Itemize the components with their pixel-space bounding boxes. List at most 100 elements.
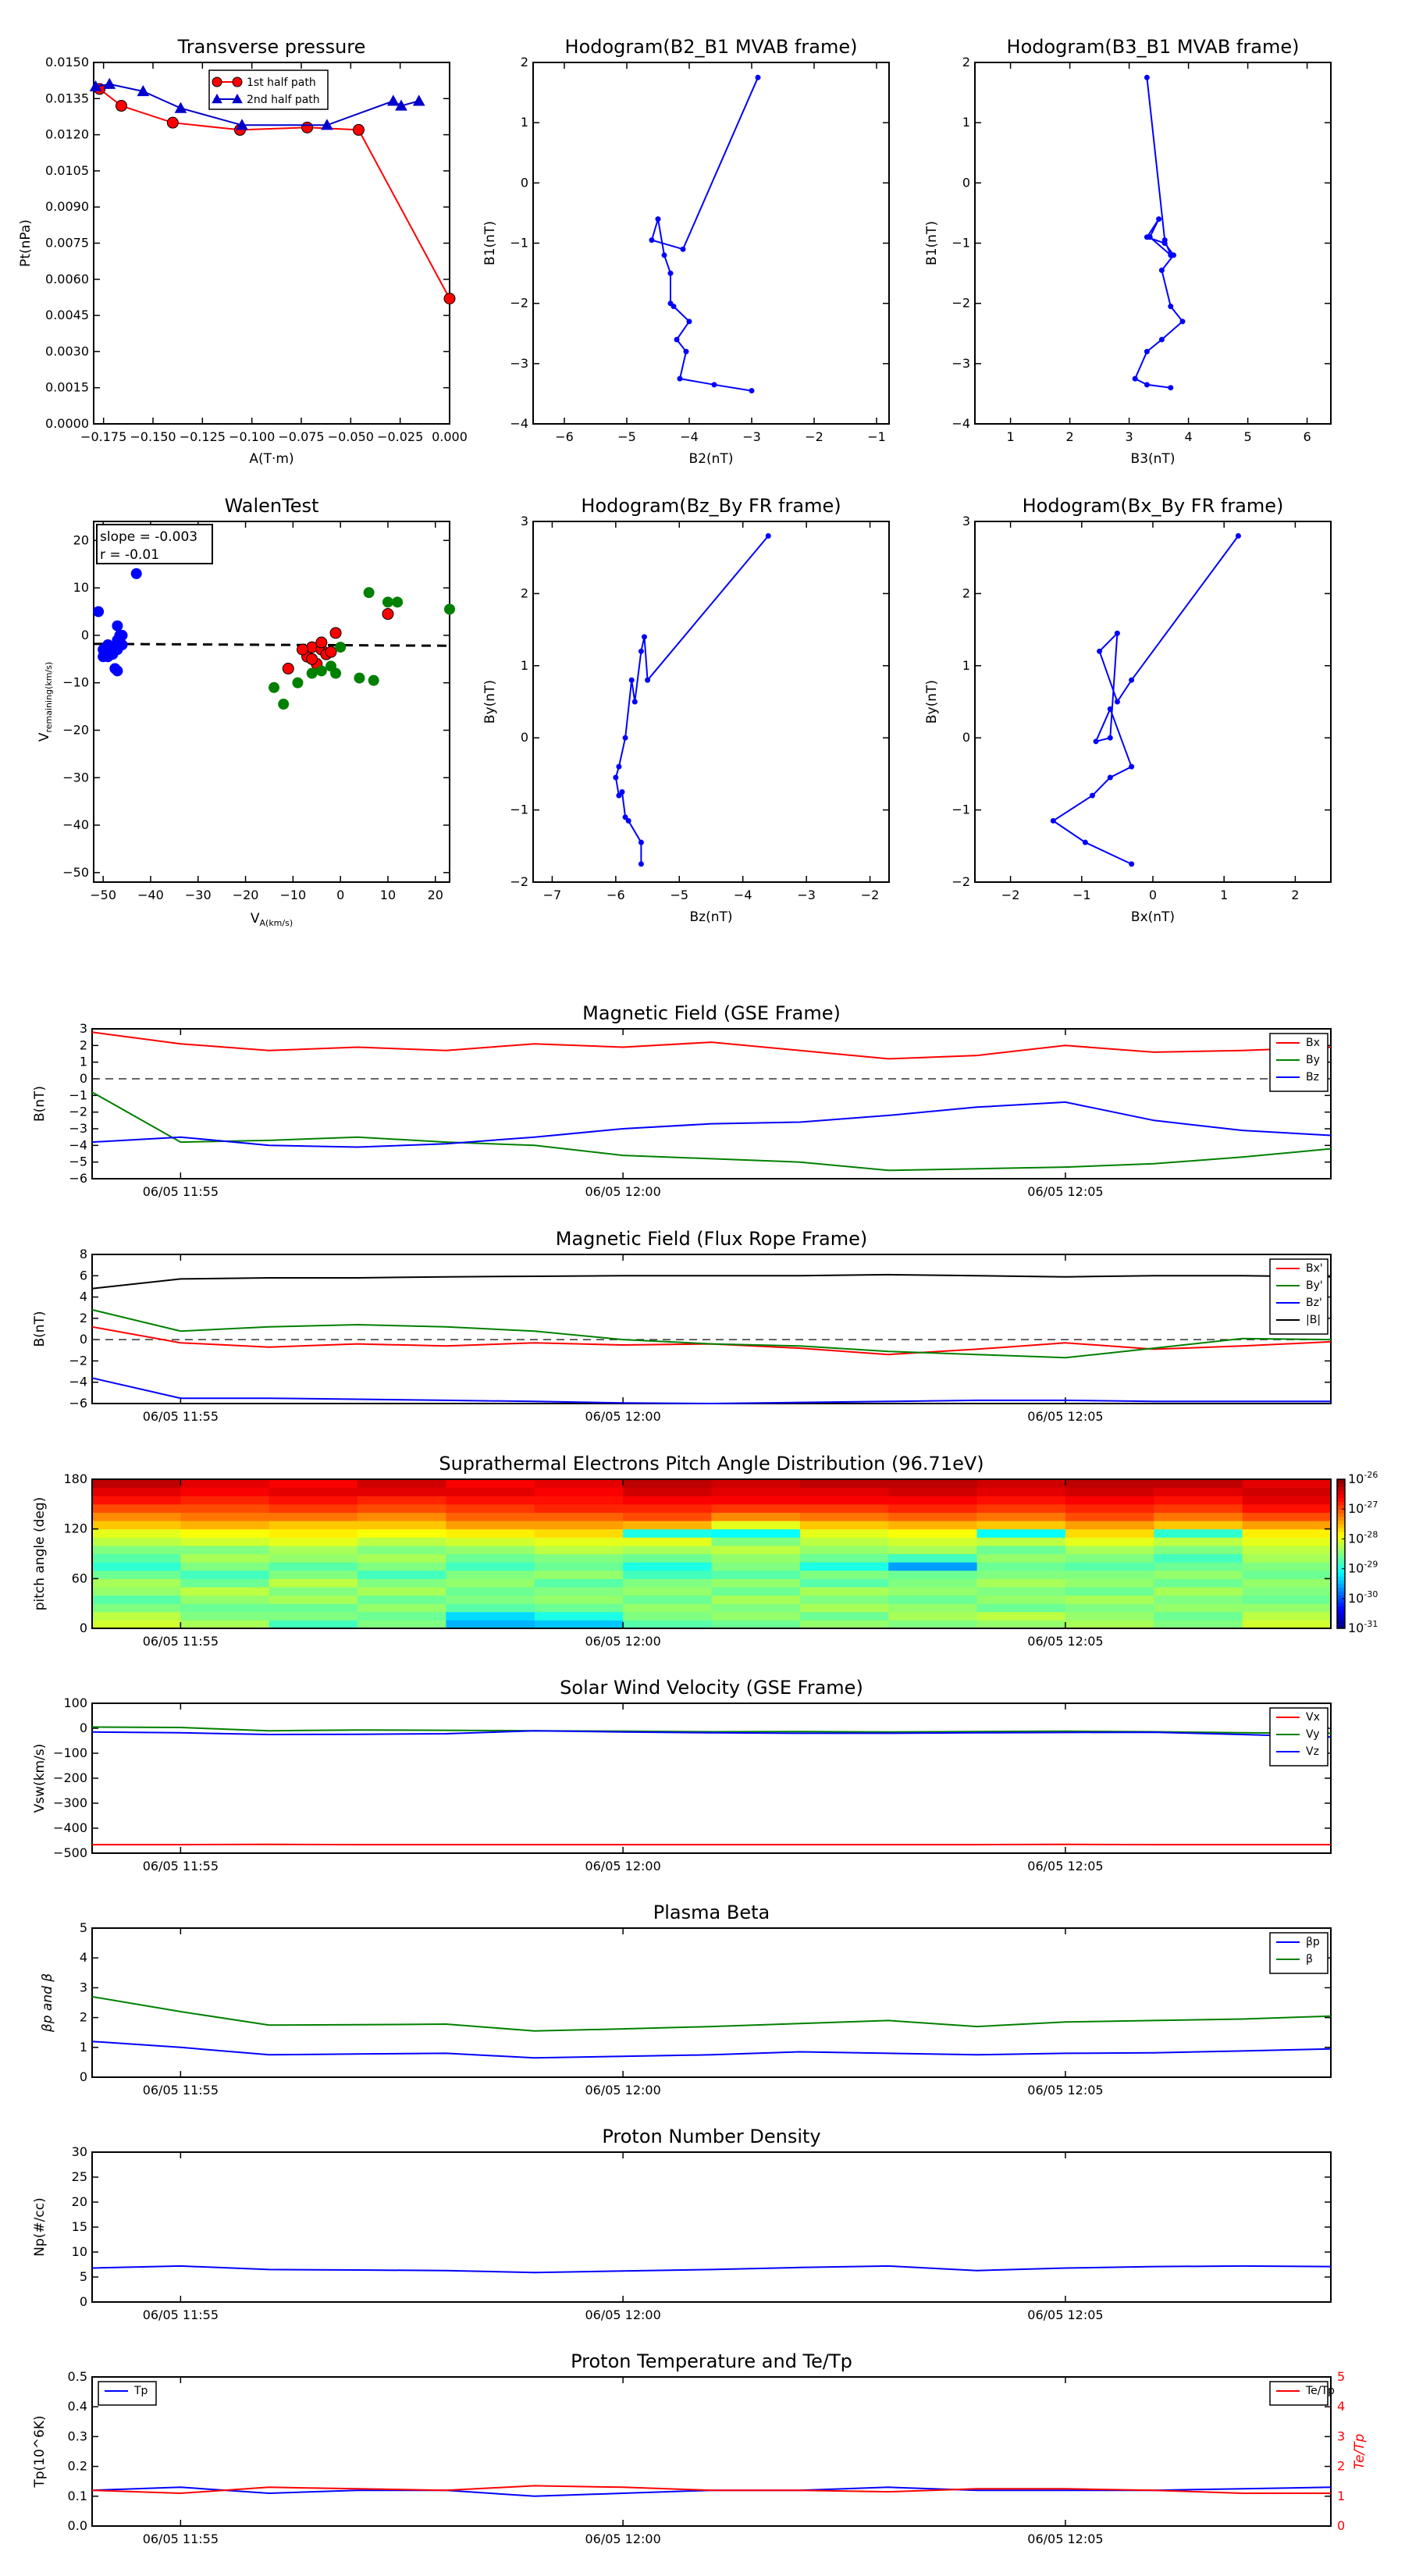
y-tick-label: 0.0150 <box>45 55 89 69</box>
heatmap-cell <box>623 1620 712 1629</box>
heatmap-cell <box>711 1479 801 1489</box>
heatmap-cell <box>180 1611 270 1621</box>
heatmap-cell <box>623 1512 712 1521</box>
x-tick-label: −30 <box>185 888 212 902</box>
y-axis-label: pitch angle (deg) <box>32 1497 48 1611</box>
heatmap-cell <box>1242 1503 1332 1513</box>
heatmap-cell <box>623 1553 712 1563</box>
heatmap-cell <box>269 1570 358 1579</box>
x-tick-label: 06/05 12:05 <box>1027 2532 1103 2546</box>
heatmap-cell <box>534 1586 624 1596</box>
chart-title: Plasma Beta <box>653 1902 770 1923</box>
data-point <box>674 336 680 343</box>
y-tick-label: −200 <box>53 1770 87 1785</box>
heatmap-cell <box>269 1479 358 1489</box>
y-tick-label: 4 <box>80 1950 87 1965</box>
heatmap-cell <box>534 1537 624 1546</box>
legend-label: Tp <box>133 2385 148 2397</box>
x-tick-label: 20 <box>428 888 443 902</box>
heatmap-cell <box>534 1595 624 1604</box>
chart-title: Hodogram(B3_B1 MVAB frame) <box>1007 36 1300 58</box>
heatmap-cell <box>180 1503 270 1513</box>
x-tick-label: −10 <box>279 888 306 902</box>
x-tick-label: 06/05 12:00 <box>585 2083 660 2097</box>
heatmap-cell <box>1065 1512 1154 1521</box>
y-tick-label: 0.0030 <box>45 343 89 358</box>
heatmap-cell <box>180 1521 270 1530</box>
heatmap-cell <box>1065 1479 1154 1489</box>
heatmap-cell <box>1154 1603 1243 1613</box>
series-line <box>91 1091 1332 1172</box>
heatmap-cell <box>1242 1595 1332 1604</box>
heatmap-cell <box>357 1521 446 1530</box>
heatmap-cell <box>888 1512 978 1521</box>
colorbar-cell <box>1337 1613 1345 1618</box>
y-tick-label: 8 <box>80 1247 87 1261</box>
y-tick-label: 120 <box>63 1521 87 1536</box>
heatmap-cell <box>357 1512 446 1521</box>
colorbar-cell <box>1337 1595 1345 1599</box>
heatmap-cell <box>1065 1578 1154 1588</box>
data-point <box>130 568 142 579</box>
heatmap-cell <box>1242 1578 1332 1588</box>
x-tick-label: 06/05 12:00 <box>585 1859 660 1873</box>
heatmap-cell <box>888 1578 978 1588</box>
heatmap-cell <box>180 1479 270 1489</box>
heatmap-cell <box>1242 1620 1332 1629</box>
y-tick-label: −2 <box>510 296 528 311</box>
data-point <box>711 382 717 388</box>
colorbar-cell <box>1337 1568 1345 1573</box>
data-point <box>1107 706 1113 712</box>
heatmap-cell <box>446 1586 535 1596</box>
data-point <box>670 304 677 310</box>
data-point <box>282 662 294 674</box>
y-tick-label: 2 <box>521 585 528 600</box>
heatmap-cell <box>711 1562 801 1571</box>
x-axis-label: A(T·m) <box>249 451 293 467</box>
heatmap-cell <box>357 1553 446 1563</box>
x-tick-label: −0.075 <box>278 429 324 444</box>
x-tick-label: 1 <box>1220 888 1228 902</box>
heatmap-cell <box>711 1496 801 1505</box>
y-tick-label: 20 <box>72 2194 87 2209</box>
y-tick-label: −1 <box>951 236 970 251</box>
x-tick-label: 2 <box>1291 888 1299 902</box>
y-tick-label: −300 <box>53 1795 87 1810</box>
series-line <box>91 1273 1332 1290</box>
heatmap-cell <box>711 1537 801 1546</box>
data-point <box>686 318 692 325</box>
y-tick-label: 2 <box>80 1311 87 1325</box>
heatmap-cell <box>357 1545 446 1554</box>
heatmap-cell <box>180 1595 270 1604</box>
x-tick-label: 06/05 12:05 <box>1027 1634 1103 1649</box>
data-point <box>269 681 280 693</box>
legend-marker <box>212 76 222 87</box>
legend-label: 2nd half path <box>247 94 320 106</box>
data-point <box>329 627 342 639</box>
heatmap-cell <box>180 1603 270 1613</box>
heatmap-cell <box>446 1503 535 1513</box>
y-tick-label: 0.0120 <box>45 127 89 142</box>
data-point <box>765 532 771 539</box>
x-tick-label: 0.000 <box>432 429 468 444</box>
heatmap-cell <box>711 1620 801 1629</box>
y-tick-label: 0.0060 <box>45 272 89 286</box>
heatmap-cell <box>269 1487 358 1496</box>
heatmap-cell <box>976 1620 1066 1629</box>
heatmap-cell <box>1242 1496 1332 1505</box>
heatmap-cell <box>534 1570 624 1579</box>
data-point-triangle <box>89 80 102 91</box>
heatmap-cell <box>1242 1586 1332 1596</box>
heatmap-cell <box>1065 1553 1154 1563</box>
x-tick-label: −6 <box>555 429 574 444</box>
y-tick-label: 0.0015 <box>45 380 89 395</box>
series-line <box>91 2485 1331 2495</box>
series-line <box>614 535 770 864</box>
heatmap-cell <box>799 1479 889 1489</box>
x-tick-label: −0.125 <box>180 429 226 444</box>
chart-title: Hodogram(Bx_By FR frame) <box>1023 495 1284 517</box>
heatmap-cell <box>1154 1479 1243 1489</box>
data-point <box>1179 318 1186 325</box>
series-line <box>91 1308 1332 1359</box>
legend-label: Bz' <box>1306 1297 1322 1309</box>
